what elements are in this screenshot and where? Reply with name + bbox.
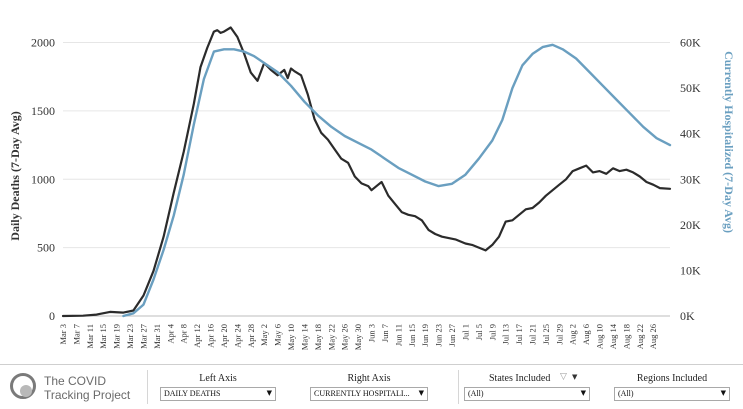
x-axis-tick-label: Apr 12 [192, 324, 202, 348]
x-axis-tick-label: Mar 23 [125, 324, 135, 349]
filter-icon[interactable]: ▽ [560, 372, 567, 382]
x-axis-tick-label: Jul 13 [501, 324, 511, 345]
daily-deaths-line [61, 26, 672, 318]
x-axis-tick-label: May 2 [259, 324, 269, 346]
chevron-down-icon: ▼ [720, 389, 726, 397]
currently-hospitalized-line [122, 43, 672, 318]
x-axis-tick-label: Aug 6 [581, 324, 591, 345]
right-axis-label: Right Axis [347, 373, 391, 384]
x-axis-tick-label: May 26 [340, 324, 350, 350]
x-axis-tick-label: Aug 10 [595, 324, 605, 349]
covid-tracking-project-logo: The COVID Tracking Project [10, 371, 140, 405]
x-axis-tick-label: Jun 19 [420, 324, 430, 346]
right-axis-title: Currently Hospitalized (7-Day Avg) [722, 51, 736, 233]
x-axis-tick-label: Jun 23 [434, 324, 444, 346]
logo-text-line1: The COVID [44, 374, 107, 388]
regions-included-label: Regions Included [636, 373, 708, 384]
x-axis-tick-label: Jun 3 [367, 324, 377, 342]
right-axis-tick-label: 0K [680, 309, 695, 323]
x-axis-ticks: Mar 3 Mar 7 Mar 11 Mar 15 Mar 19 Mar 23 Mar 27… [58, 323, 658, 350]
x-axis-tick-label: Mar 19 [112, 324, 122, 349]
x-axis-tick-label: Apr 4 [165, 323, 175, 343]
x-axis-tick-label: Jun 7 [380, 324, 390, 342]
x-axis-tick-label: May 10 [286, 324, 296, 350]
x-axis-tick-label: Aug 14 [608, 323, 618, 349]
right-axis-select-value: CURRENTLY HOSPITALI... [314, 389, 410, 398]
regions-included-select[interactable]: (All) ▼ [614, 387, 730, 401]
right-axis-tick-label: 50K [680, 81, 701, 95]
control-bar: The COVID Tracking Project Left Axis DAI… [0, 364, 743, 409]
right-axis-tick-label: 10K [680, 263, 701, 277]
logo-ring-icon [10, 373, 36, 399]
x-axis-tick-label: Apr 8 [179, 324, 189, 344]
x-axis-tick-label: May 14 [299, 323, 309, 350]
x-axis-tick-label: Jul 21 [528, 324, 538, 345]
x-axis-tick-label: Jun 15 [407, 324, 417, 346]
chevron-down-icon: ▼ [266, 389, 272, 397]
x-axis-tick-label: May 22 [326, 324, 336, 350]
states-included-select-value: (All) [468, 389, 484, 398]
x-axis-tick-label: Apr 16 [206, 324, 216, 348]
x-axis-tick-label: Jun 11 [393, 324, 403, 346]
right-axis-tick-label: 60K [680, 36, 701, 50]
x-axis-tick-label: Jul 17 [514, 324, 524, 345]
divider [147, 370, 148, 404]
x-axis-tick-label: Mar 11 [85, 324, 95, 348]
x-axis-tick-label: Aug 2 [568, 324, 578, 345]
left-axis-tick-label: 1000 [31, 172, 55, 186]
left-axis-tick-label: 2000 [31, 36, 55, 50]
left-axis-title: Daily Deaths (7-Day Avg) [8, 111, 22, 240]
states-included-label: States Included [489, 373, 551, 384]
left-axis-tick-label: 0 [49, 309, 55, 323]
x-axis-tick-label: May 6 [273, 324, 283, 346]
left-axis-ticks: 0 500 1000 1500 2000 [31, 36, 55, 323]
chevron-down-icon: ▼ [580, 389, 586, 397]
filter-menu-icon[interactable]: ▼ [572, 373, 578, 381]
chevron-down-icon: ▼ [418, 389, 424, 397]
x-axis-tick-label: May 30 [353, 324, 363, 350]
divider [458, 370, 459, 404]
x-axis-tick-label: Jul 29 [554, 324, 564, 345]
right-axis-ticks: 0K 10K 20K 30K 40K 50K 60K [680, 36, 701, 323]
left-axis-tick-label: 1500 [31, 104, 55, 118]
left-axis-select-value: DAILY DEATHS [164, 389, 221, 398]
states-included-select[interactable]: (All) ▼ [464, 387, 590, 401]
right-axis-tick-label: 30K [680, 172, 701, 186]
x-axis-tick-label: Mar 15 [98, 324, 108, 349]
logo-text-line2: Tracking Project [44, 388, 131, 402]
x-axis-tick-label: Jun 27 [447, 324, 457, 346]
x-axis-tick-label: Apr 24 [232, 323, 242, 348]
x-axis-tick-label: Mar 3 [58, 324, 68, 345]
series-lines [61, 26, 672, 318]
x-axis-tick-label: May 18 [313, 324, 323, 350]
x-axis-tick-label: Jul 5 [474, 324, 484, 340]
logo-dot-icon [20, 385, 32, 397]
regions-included-select-value: (All) [618, 389, 634, 398]
x-axis-tick-label: Mar 27 [138, 324, 148, 349]
x-axis-tick-label: Mar 31 [152, 324, 162, 349]
x-axis-tick-label: Aug 18 [621, 324, 631, 349]
x-axis-tick-label: Apr 20 [219, 324, 229, 348]
right-axis-select[interactable]: CURRENTLY HOSPITALI... ▼ [310, 387, 428, 401]
x-axis-tick-label: Aug 26 [648, 324, 658, 349]
right-axis-tick-label: 20K [680, 218, 701, 232]
x-axis-tick-label: Aug 22 [635, 324, 645, 349]
left-axis-tick-label: 500 [37, 241, 55, 255]
right-axis-tick-label: 40K [680, 127, 701, 141]
chart: 0 500 1000 1500 2000 0K 10K 20K 30K 40K 50K 60K Ma… [8, 26, 736, 350]
x-axis-tick-label: Jul 9 [487, 324, 497, 340]
x-axis-tick-label: Jul 1 [460, 324, 470, 340]
x-axis-tick-label: Jul 25 [541, 324, 551, 345]
left-axis-label: Left Axis [199, 373, 237, 384]
left-axis-select[interactable]: DAILY DEATHS ▼ [160, 387, 276, 401]
x-axis-tick-label: Mar 7 [71, 324, 81, 345]
x-axis-tick-label: Apr 28 [246, 324, 256, 348]
